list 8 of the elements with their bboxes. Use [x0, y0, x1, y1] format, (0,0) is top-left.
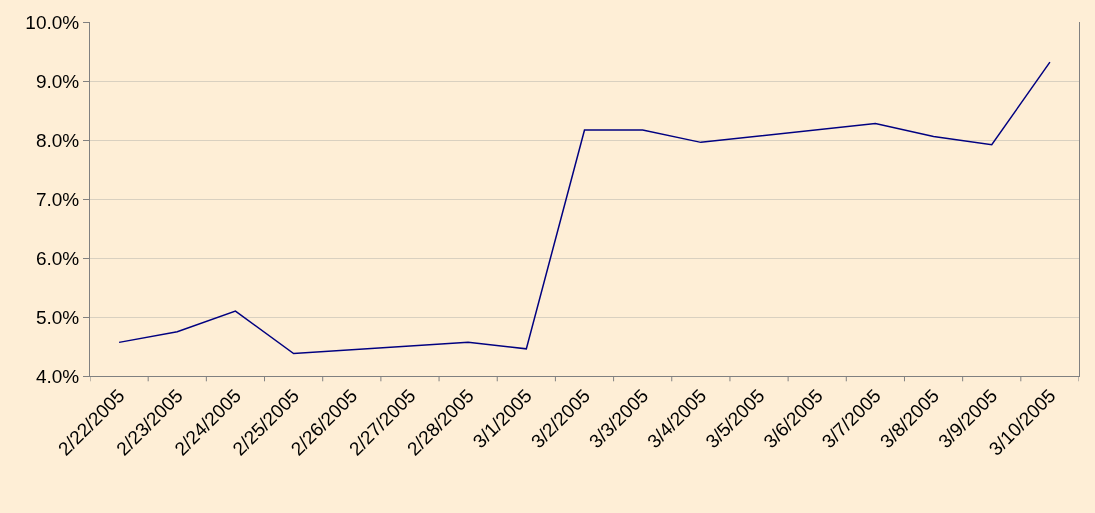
- y-tick-label: 9.0%: [35, 70, 80, 92]
- line-series: [118, 61, 1051, 355]
- y-tick-label: 8.0%: [35, 129, 80, 151]
- y-tick-label: 10.0%: [25, 11, 80, 33]
- y-tick-label: 7.0%: [35, 188, 80, 210]
- y-tick-label: 4.0%: [35, 365, 80, 387]
- y-tick-label: 5.0%: [35, 306, 80, 328]
- y-tick-label: 6.0%: [35, 247, 80, 269]
